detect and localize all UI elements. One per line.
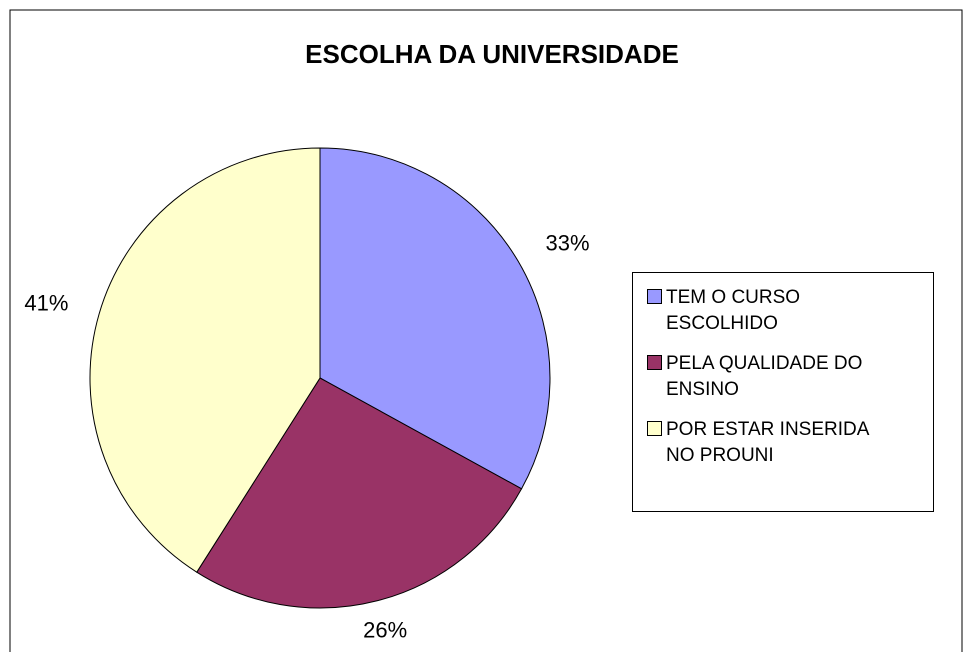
data-label: 33% [546, 230, 590, 255]
legend-swatch [647, 355, 662, 370]
legend-label: PELA QUALIDADE DO ENSINO [666, 353, 863, 400]
legend-label: TEM O CURSO ESCOLHIDO [666, 287, 801, 334]
legend-swatch [647, 421, 662, 436]
data-label: 26% [363, 618, 407, 643]
data-label: 41% [24, 291, 68, 316]
legend-item: POR ESTAR INSERIDA NO PROUNI [647, 417, 925, 469]
pie-slice [89, 147, 321, 573]
pie-slice [196, 377, 523, 609]
legend: TEM O CURSO ESCOLHIDO PELA QUALIDADE DO E… [632, 272, 934, 512]
legend-item: PELA QUALIDADE DO ENSINO [647, 351, 925, 403]
legend-label: POR ESTAR INSERIDA NO PROUNI [666, 419, 869, 466]
pie-slice [319, 147, 551, 490]
chart-title: ESCOLHA DA UNIVERSIDADE [305, 39, 679, 69]
legend-swatch [647, 289, 662, 304]
legend-item: TEM O CURSO ESCOLHIDO [647, 285, 925, 337]
